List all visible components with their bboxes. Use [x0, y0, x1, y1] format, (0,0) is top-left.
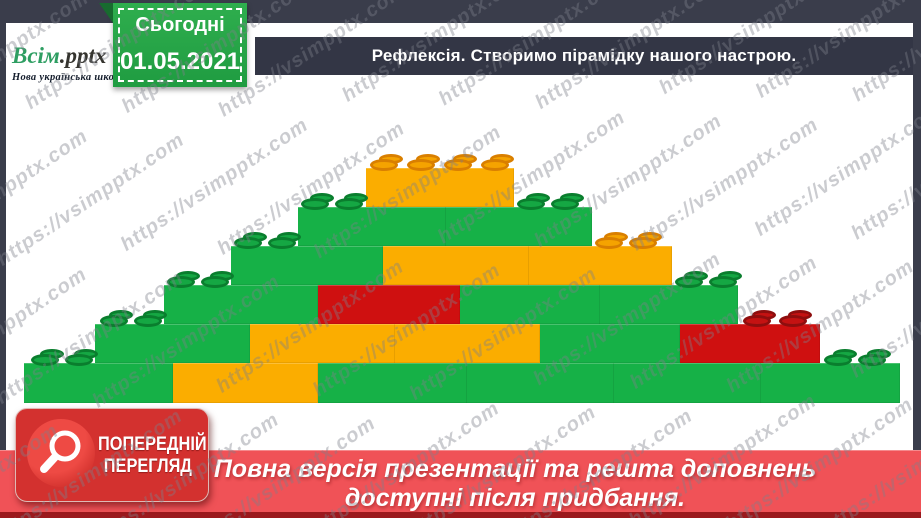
lego-brick-green	[95, 324, 250, 363]
date-badge-date: 01.05.2021	[119, 48, 241, 75]
magnifier-icon	[27, 419, 95, 487]
lego-stud-green	[517, 198, 545, 210]
lego-stud-green	[675, 276, 703, 288]
brick-seam	[466, 363, 467, 403]
lego-stud-green	[301, 198, 329, 210]
lego-stud-yellow	[444, 159, 472, 171]
logo-brand-green: Всім	[12, 43, 60, 68]
lego-brick-yellow	[383, 246, 672, 285]
lego-stud-red	[743, 315, 771, 327]
preview-badge-line1: ПОПЕРЕДНІЙ	[98, 434, 207, 455]
site-logo-text: Всім.pptx	[12, 44, 212, 68]
banner-line1: Повна версія презентації та решта доповн…	[213, 455, 817, 483]
lego-stud-green	[268, 237, 296, 249]
lego-stud-green	[234, 237, 262, 249]
brick-seam	[613, 363, 614, 403]
lego-stud-green	[65, 354, 93, 366]
lego-brick-green	[231, 246, 383, 285]
date-badge-label: Сьогодні	[135, 14, 225, 36]
lego-brick-green	[24, 363, 173, 403]
lego-stud-green	[709, 276, 737, 288]
preview-badge-line2: ПЕРЕГЛЯД	[103, 455, 192, 477]
lego-stud-green	[824, 354, 852, 366]
brick-seam	[528, 246, 529, 285]
lego-stud-yellow	[481, 159, 509, 171]
lego-stud-green	[31, 354, 59, 366]
purchase-banner-text: Повна версія презентації та решта доповн…	[120, 455, 910, 513]
lego-brick-green	[164, 285, 318, 324]
lego-stud-yellow	[629, 237, 657, 249]
brick-seam	[760, 363, 761, 403]
brick-seam	[445, 207, 446, 246]
preview-badge[interactable]: ПОПЕРЕДНІЙ ПЕРЕГЛЯД	[15, 408, 209, 502]
lego-brick-yellow	[250, 324, 540, 363]
lego-stud-green	[100, 315, 128, 327]
lego-brick-red	[680, 324, 820, 363]
lego-stud-yellow	[407, 159, 435, 171]
lego-stud-yellow	[595, 237, 623, 249]
lego-stud-green	[551, 198, 579, 210]
lego-stud-green	[201, 276, 229, 288]
lego-stud-red	[779, 315, 807, 327]
lego-brick-green	[298, 207, 592, 246]
lego-brick-yellow	[366, 168, 514, 207]
lego-stud-green	[167, 276, 195, 288]
slide-title-bar: Рефлексія. Створимо пірамідку нашого нас…	[255, 37, 913, 75]
lego-brick-yellow	[173, 363, 318, 403]
date-badge: Сьогодні 01.05.2021	[99, 3, 247, 87]
lego-brick-green	[460, 285, 738, 324]
logo-subtitle: Нова українська школа	[12, 72, 126, 83]
brick-seam	[394, 324, 395, 363]
site-logo: Всім.pptx Нова українська школа	[12, 44, 212, 84]
lego-stud-green	[335, 198, 363, 210]
lego-stud-green	[858, 354, 886, 366]
lego-brick-green	[318, 363, 900, 403]
logo-brand-rest: pptx	[65, 43, 107, 68]
brick-seam	[599, 285, 600, 324]
lego-brick-green	[540, 324, 680, 363]
lego-brick-red	[318, 285, 460, 324]
slide-title: Рефлексія. Створимо пірамідку нашого нас…	[371, 46, 797, 65]
lego-stud-green	[134, 315, 162, 327]
banner-line2: доступні після придбання.	[344, 484, 686, 512]
preview-badge-text: ПОПЕРЕДНІЙ ПЕРЕГЛЯД	[98, 434, 207, 477]
logo-brand-dot: .	[59, 43, 66, 68]
banner-bottom-strip	[0, 512, 921, 518]
lego-stud-yellow	[370, 159, 398, 171]
